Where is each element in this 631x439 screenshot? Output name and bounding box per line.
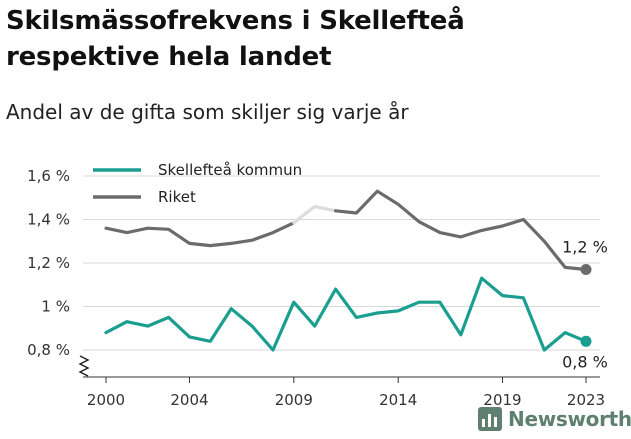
series-line-riket [334, 189, 588, 272]
y-tick-label: 0,8 % [27, 341, 70, 359]
y-tick-label: 1 % [41, 298, 70, 316]
y-tick-label: 1,6 % [27, 167, 70, 185]
series-line-skelleftea [104, 276, 588, 352]
chart-title: Skilsmässofrekvens i Skellefteå respekti… [6, 6, 465, 72]
series-line-riket [104, 221, 296, 248]
legend-label: Riket [158, 188, 196, 206]
legend-label: Skellefteå kommun [158, 161, 302, 179]
series-end-marker [580, 335, 592, 347]
y-tick-label: 1,4 % [27, 211, 70, 229]
x-tick-label: 2004 [170, 391, 208, 409]
y-tick-label: 1,2 % [27, 254, 70, 272]
newsworthy-logo-icon [478, 407, 502, 431]
brand-logo: Newsworthy [478, 404, 631, 434]
x-tick-label: 2014 [379, 391, 417, 409]
x-tick-label: 2000 [87, 391, 125, 409]
axis-break-icon [78, 355, 90, 377]
series-end-marker [580, 264, 592, 276]
end-value-label: 0,8 % [562, 352, 608, 371]
chart-subtitle: Andel av de gifta som skiljer sig varje … [6, 100, 409, 124]
end-value-label: 1,2 % [562, 238, 608, 257]
brand-name: Newsworthy [508, 407, 631, 431]
x-tick-label: 2023 [567, 391, 605, 409]
x-tick-label: 2019 [483, 391, 521, 409]
x-tick-label: 2009 [275, 391, 313, 409]
series-line-riket [292, 204, 338, 225]
